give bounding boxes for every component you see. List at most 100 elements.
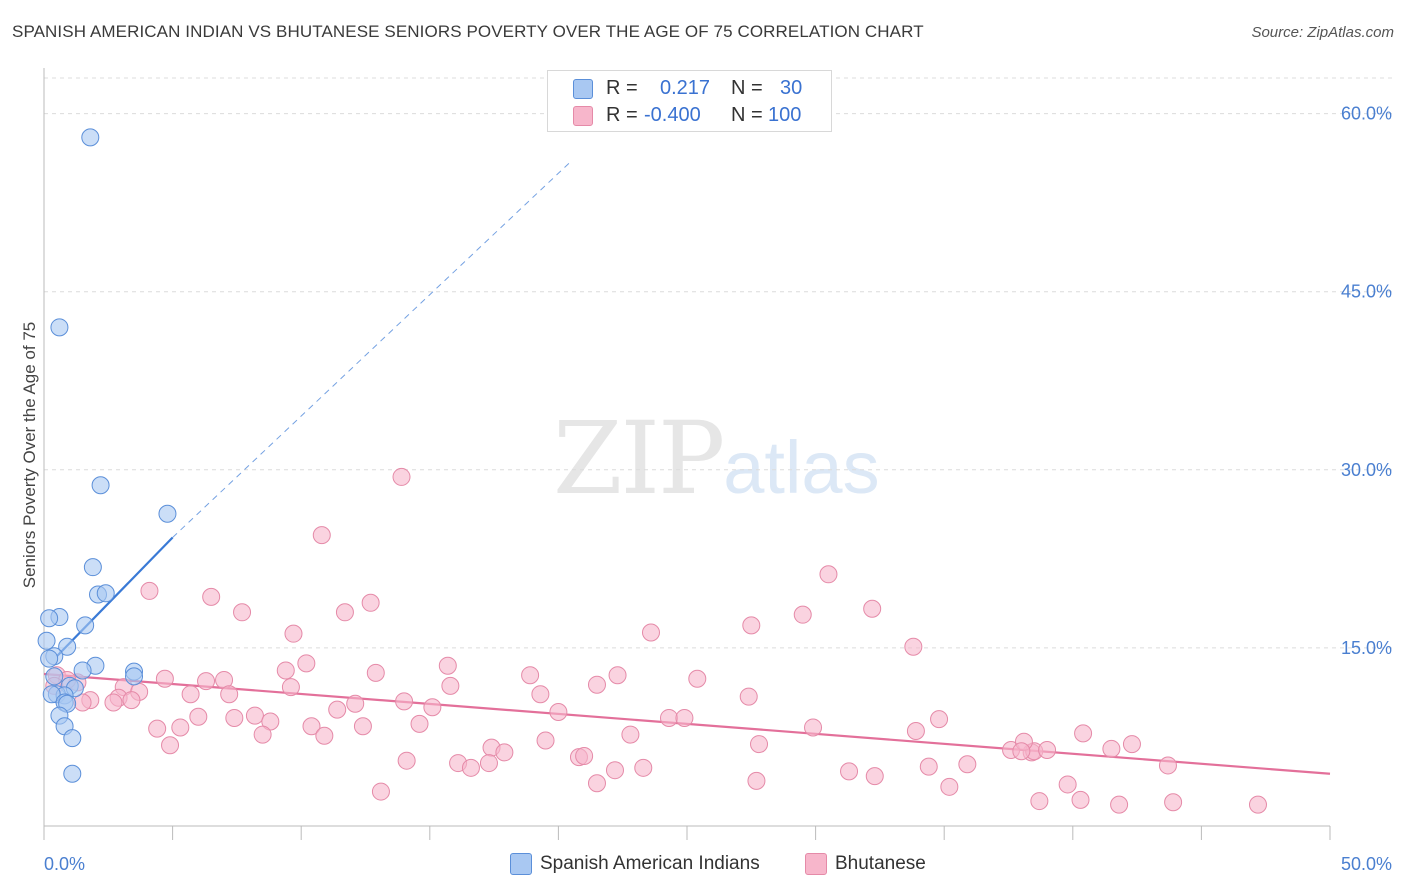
watermark: ZIPatlas — [553, 400, 880, 517]
data-point — [81, 128, 100, 147]
data-point — [353, 717, 372, 736]
legend-row-bhutanese: R = -0.400 N = 100 — [548, 102, 831, 128]
y-tick-label: 30.0% — [1341, 460, 1392, 480]
data-point — [1102, 739, 1121, 758]
data-point — [461, 758, 480, 777]
legend-swatch-pink — [573, 106, 593, 126]
data-point — [688, 669, 707, 688]
source-label: Source: ZipAtlas.com — [1251, 24, 1394, 41]
data-point — [76, 616, 95, 635]
data-point — [284, 624, 303, 643]
data-point — [392, 467, 411, 486]
y-tick-label: 45.0% — [1341, 282, 1392, 302]
data-point — [587, 774, 606, 793]
data-point — [1122, 735, 1141, 754]
data-point — [919, 757, 938, 776]
data-point — [423, 698, 442, 717]
legend-r-value: 0.217 — [660, 77, 711, 99]
data-point — [441, 676, 460, 695]
legend-n-value: 100 — [768, 104, 802, 126]
data-point — [361, 593, 380, 612]
data-point — [315, 726, 334, 745]
data-point — [549, 703, 568, 722]
data-point — [840, 762, 859, 781]
data-point — [148, 719, 167, 738]
data-point — [1058, 775, 1077, 794]
series-legend: Spanish American Indians Bhutanese — [0, 852, 1406, 878]
data-point — [189, 707, 208, 726]
data-point — [904, 637, 923, 656]
data-point — [125, 667, 144, 686]
legend-swatch-blue — [510, 853, 532, 875]
y-tick-label: 60.0% — [1341, 104, 1392, 124]
data-point — [438, 656, 457, 675]
legend-row-spanish-american-indians: R = 0.217 N = 30 — [548, 75, 831, 101]
data-point — [958, 755, 977, 774]
data-point — [83, 558, 102, 577]
data-point — [575, 746, 594, 765]
data-point — [122, 691, 141, 710]
data-point — [1158, 756, 1177, 775]
data-point — [96, 584, 115, 603]
data-point — [634, 758, 653, 777]
data-point — [161, 736, 180, 755]
data-point — [91, 476, 110, 495]
data-point — [521, 666, 540, 685]
data-point — [397, 751, 416, 770]
data-point — [45, 667, 64, 686]
data-point — [536, 731, 555, 750]
data-point — [479, 754, 498, 773]
data-point — [1038, 741, 1057, 760]
data-point — [37, 631, 56, 650]
data-point — [1012, 742, 1031, 761]
data-point — [225, 708, 244, 727]
data-point — [739, 687, 758, 706]
data-point — [335, 603, 354, 622]
data-point — [641, 623, 660, 642]
watermark-atlas: atlas — [723, 426, 880, 509]
trend-lines — [43, 160, 1331, 775]
y-tick-label: 15.0% — [1341, 638, 1392, 658]
data-point — [158, 504, 177, 523]
correlation-legend: R = 0.217 N = 30 R = -0.400 N = 100 — [547, 70, 832, 132]
watermark-zip: ZIP — [553, 400, 725, 517]
y-axis-label: Seniors Poverty Over the Age of 75 — [20, 321, 39, 589]
data-point — [531, 685, 550, 704]
legend-label: Spanish American Indians — [540, 853, 760, 874]
legend-r-label: R = — [606, 77, 638, 99]
data-point — [50, 318, 69, 337]
data-point — [621, 725, 640, 744]
data-point — [58, 637, 77, 656]
data-point — [302, 717, 321, 736]
data-point — [675, 708, 694, 727]
data-point — [1030, 792, 1049, 811]
data-point — [276, 661, 295, 680]
data-point — [297, 654, 316, 673]
trend-line-extension — [172, 160, 572, 538]
data-point — [742, 616, 761, 635]
gridlines — [44, 77, 1392, 649]
x-tick-label: 0.0% — [44, 854, 85, 874]
data-point — [140, 581, 159, 600]
data-point — [495, 743, 514, 762]
data-point — [281, 678, 300, 697]
data-point — [1074, 724, 1093, 743]
data-point — [328, 700, 347, 719]
data-point — [366, 663, 385, 682]
legend-label: Bhutanese — [835, 853, 926, 874]
data-point — [804, 718, 823, 737]
legend-swatch-pink — [805, 853, 827, 875]
data-points — [37, 128, 1267, 814]
legend-swatch-blue — [573, 79, 593, 99]
legend-n-label: N = — [731, 104, 763, 126]
data-point — [312, 526, 331, 545]
data-point — [42, 685, 61, 704]
x-tick-label: 50.0% — [1341, 854, 1392, 874]
data-point — [202, 587, 221, 606]
data-point — [930, 710, 949, 729]
data-point — [40, 649, 59, 668]
data-point — [1248, 795, 1267, 814]
data-point — [171, 718, 190, 737]
data-point — [63, 729, 82, 748]
